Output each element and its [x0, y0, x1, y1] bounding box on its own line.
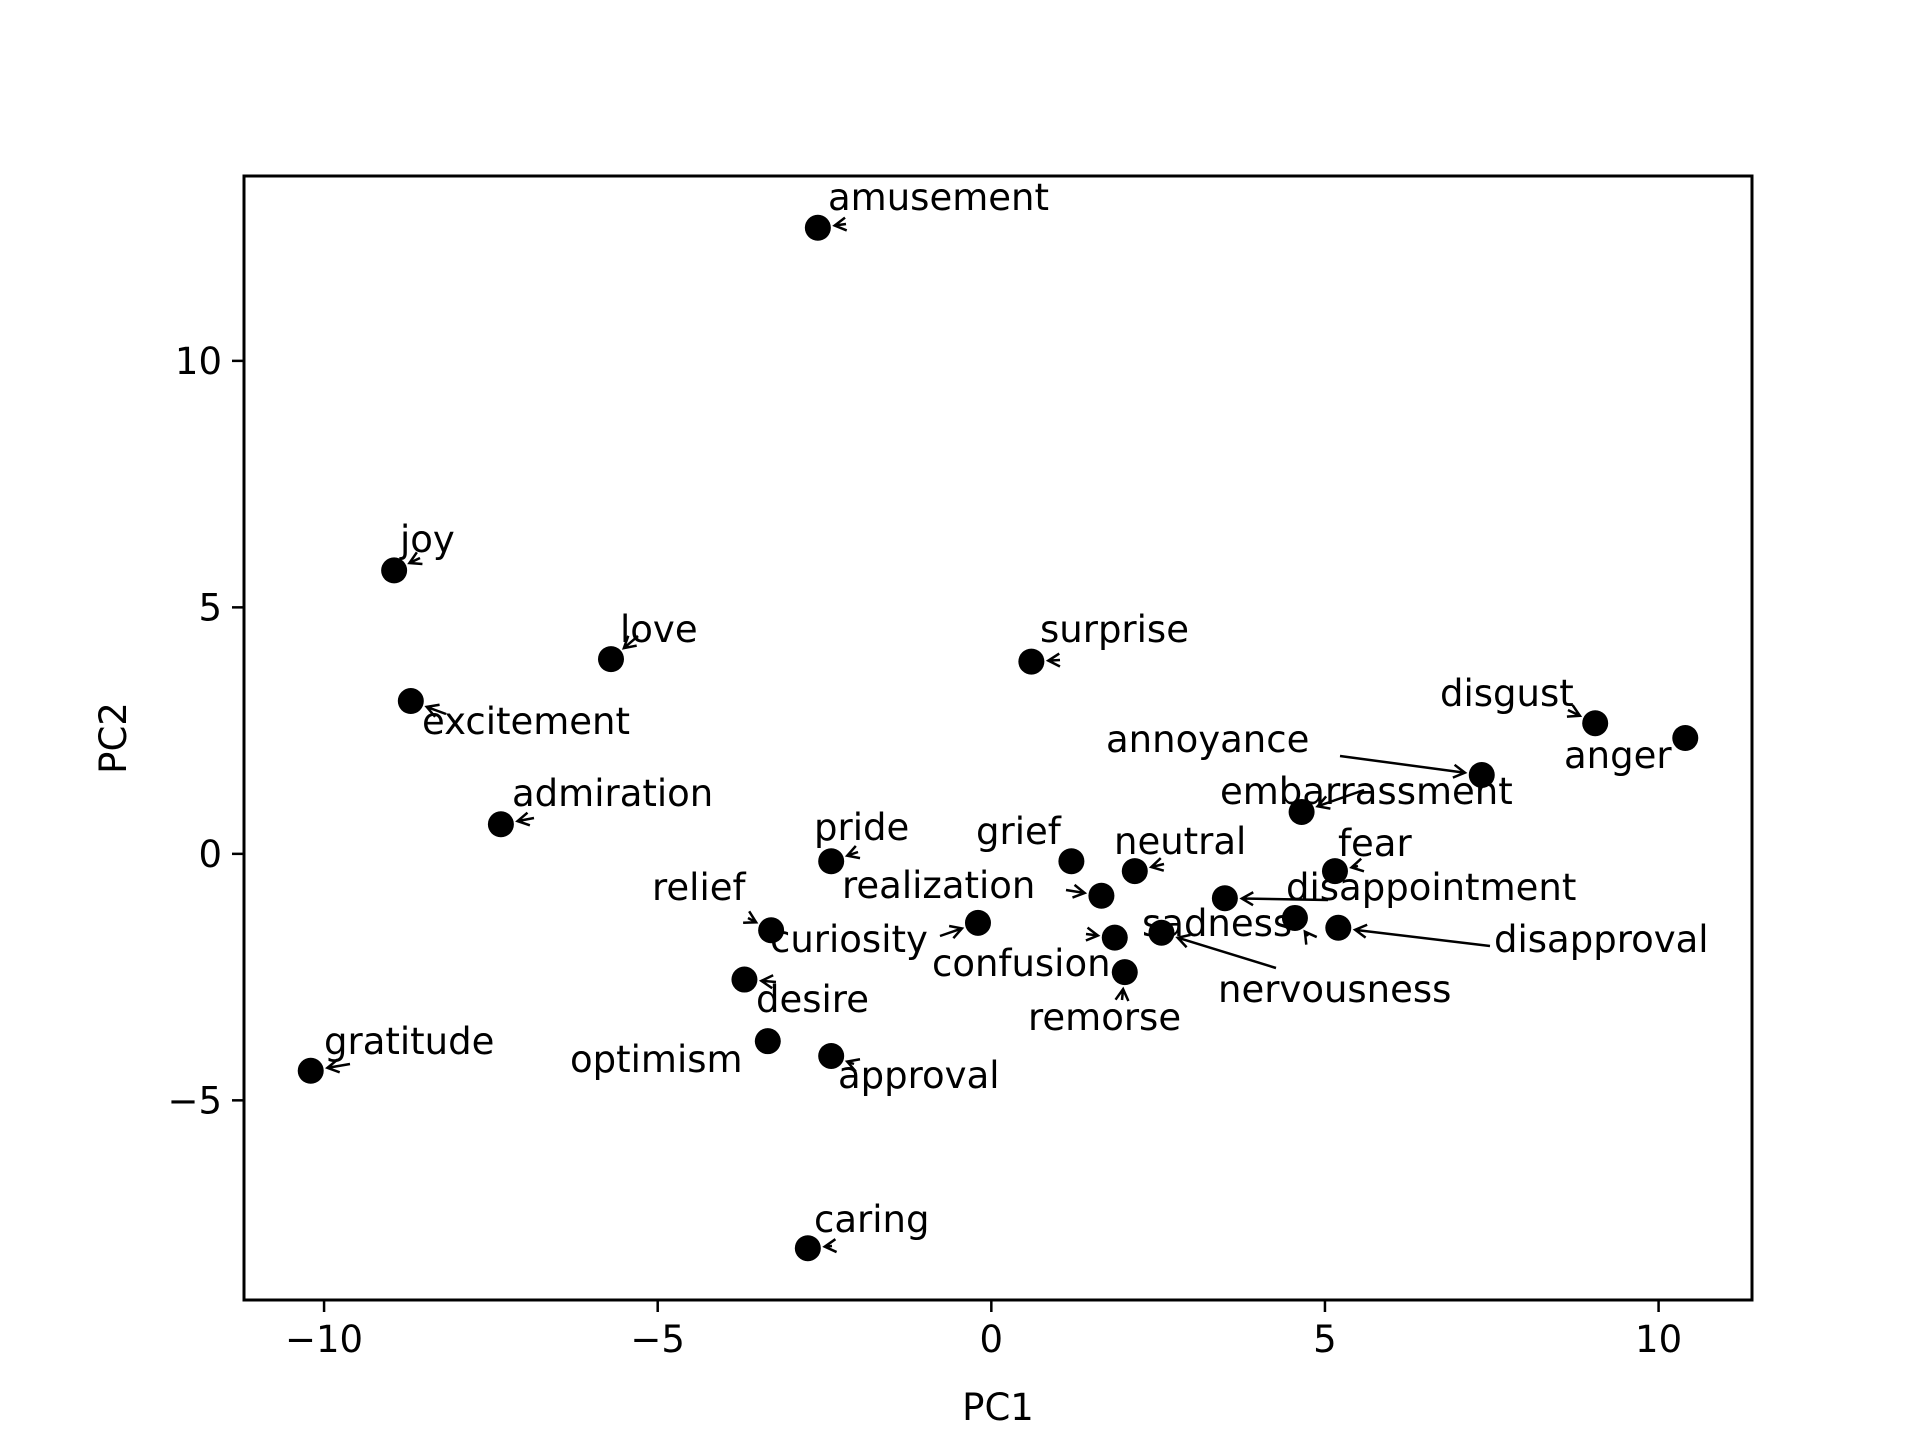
arrow-relief — [743, 910, 759, 924]
point-disapproval — [1325, 914, 1352, 941]
label-optimism: optimism — [570, 1038, 743, 1081]
arrow-excitement — [424, 703, 447, 718]
arrow-pride — [844, 845, 861, 860]
label-admiration: admiration — [512, 772, 713, 815]
label-desire: desire — [756, 978, 869, 1021]
label-pride: pride — [814, 806, 909, 849]
label-grief: grief — [976, 810, 1062, 853]
arrow-desire — [758, 974, 777, 990]
point-caring — [794, 1235, 821, 1262]
y-tick-label: 5 — [198, 586, 222, 629]
axis-ticks: −10 −5 0 5 10 −5 0 5 10 — [167, 340, 1682, 1361]
x-tick-label: −5 — [630, 1318, 685, 1361]
arrow-embarrassment — [1315, 788, 1365, 810]
point-annoyance — [1468, 761, 1495, 788]
annotation-arrows — [324, 216, 1583, 1254]
arrow-amusement — [832, 216, 848, 232]
label-love: love — [620, 608, 698, 651]
point-remorse — [1111, 959, 1138, 986]
label-realization: realization — [842, 864, 1035, 907]
point-disappointment — [1211, 885, 1238, 912]
arrow-neutral — [1148, 857, 1165, 872]
label-anger: anger — [1564, 734, 1672, 777]
x-axis-label: PC1 — [962, 1386, 1034, 1429]
arrow-caring — [822, 1238, 838, 1254]
arrow-disappointment — [1239, 891, 1329, 907]
point-grief — [1058, 848, 1085, 875]
arrow-admiration — [515, 811, 535, 827]
arrow-approval — [844, 1058, 861, 1073]
point-sadness — [1281, 904, 1308, 931]
x-tick-label: −10 — [285, 1318, 363, 1361]
point-amusement — [804, 214, 831, 241]
label-remorse: remorse — [1028, 996, 1181, 1039]
x-tick-label: 5 — [1313, 1318, 1337, 1361]
arrow-fear — [1349, 857, 1365, 873]
label-annoyance: annoyance — [1106, 718, 1309, 761]
arrow-surprise — [1045, 652, 1061, 668]
label-disappointment: disappointment — [1286, 866, 1576, 909]
label-gratitude: gratitude — [324, 1020, 494, 1063]
arrow-nervousness — [1175, 933, 1277, 970]
label-embarrassment: embarrassment — [1220, 770, 1513, 813]
point-fear — [1321, 858, 1348, 885]
arrow-joy — [407, 551, 423, 566]
point-excitement — [397, 688, 424, 715]
label-amusement: amusement — [828, 176, 1049, 219]
point-joy — [381, 557, 408, 584]
label-caring: caring — [814, 1198, 929, 1241]
point-embarrassment — [1288, 798, 1315, 825]
point-desire — [731, 966, 758, 993]
point-admiration — [487, 811, 514, 838]
data-points — [297, 214, 1699, 1262]
point-curiosity — [964, 909, 991, 936]
point-labels: amusement joy love surprise excitement disgus… — [324, 176, 1709, 1241]
point-disgust — [1582, 710, 1609, 737]
x-tick-label: 10 — [1635, 1318, 1682, 1361]
label-relief: relief — [652, 866, 746, 909]
y-tick-label: −5 — [167, 1079, 222, 1122]
label-confusion: confusion — [932, 942, 1111, 985]
point-nervousness — [1148, 919, 1175, 946]
point-approval — [818, 1042, 845, 1069]
arrow-realization — [1065, 883, 1088, 899]
y-tick-label: 10 — [175, 340, 222, 383]
point-optimism — [754, 1028, 781, 1055]
arrow-remorse — [1114, 986, 1130, 1002]
label-curiosity: curiosity — [770, 918, 928, 961]
x-tick-label: 0 — [980, 1318, 1004, 1361]
label-sadness: sadness — [1142, 902, 1292, 945]
point-anger — [1672, 725, 1699, 751]
point-surprise — [1018, 648, 1045, 675]
plot-area-frame — [242, 174, 1754, 1302]
arrow-disgust — [1566, 704, 1583, 718]
y-tick-label: 0 — [198, 833, 222, 876]
arrow-disapproval — [1352, 923, 1491, 948]
point-pride — [818, 848, 845, 875]
arrow-annoyance — [1339, 754, 1468, 779]
point-confusion — [1101, 924, 1128, 951]
label-nervousness: nervousness — [1218, 968, 1451, 1011]
label-disapproval: disapproval — [1494, 918, 1709, 961]
label-excitement: excitement — [422, 700, 630, 743]
point-love — [597, 646, 624, 673]
arrow-love — [621, 635, 639, 650]
point-neutral — [1121, 858, 1148, 885]
arrow-curiosity — [939, 924, 965, 940]
arrow-sadness — [1303, 929, 1318, 945]
label-disgust: disgust — [1440, 672, 1574, 715]
point-relief — [758, 917, 785, 944]
point-gratitude — [297, 1057, 324, 1084]
label-fear: fear — [1338, 822, 1412, 865]
label-approval: approval — [838, 1054, 1000, 1097]
y-axis-label: PC2 — [92, 702, 135, 774]
arrow-gratitude — [324, 1058, 351, 1074]
label-surprise: surprise — [1040, 608, 1189, 651]
label-joy: joy — [399, 518, 455, 561]
label-neutral: neutral — [1114, 820, 1246, 863]
point-realization — [1088, 882, 1115, 909]
arrow-confusion — [1085, 926, 1101, 942]
